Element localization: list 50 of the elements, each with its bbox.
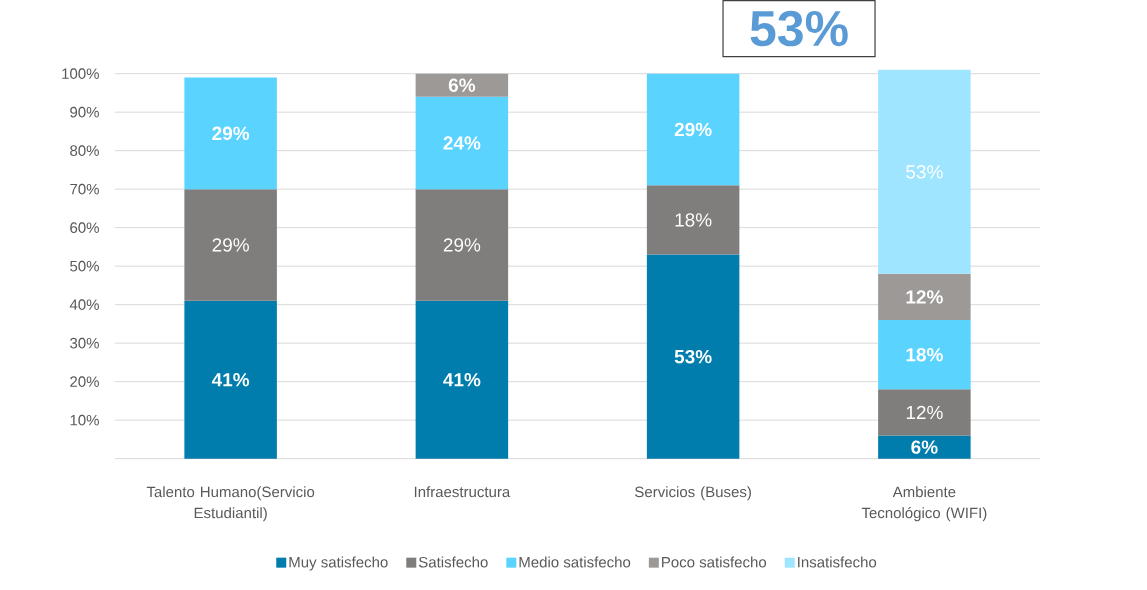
x-tick-label: Talento Humano(Servicio Estudiantil) (146, 486, 315, 522)
y-tick-label: 40% (69, 299, 99, 311)
bar (878, 389, 971, 436)
bar (184, 300, 277, 459)
x-tick-label: Servicios (Buses) (635, 486, 751, 501)
data-label: 12% (906, 290, 943, 304)
data-label: 41% (211, 373, 250, 387)
bar (415, 189, 509, 301)
x-tick-label: Ambiente Tecnológico (WIFI) (861, 486, 987, 522)
data-label: 29% (212, 126, 250, 141)
x-tick-label: Infraestructura (414, 486, 511, 498)
y-tick-label: 90% (70, 107, 99, 118)
data-label: 29% (674, 122, 712, 137)
data-label: 29% (443, 238, 481, 252)
legend-label: Poco satisfecho (662, 556, 767, 568)
legend-label: Medio satisfecho (519, 556, 631, 568)
y-tick-label: 100% (62, 68, 99, 80)
bar (878, 320, 971, 390)
y-tick-label: 50% (70, 261, 99, 272)
y-tick-label: 30% (70, 338, 99, 349)
data-label: 53% (906, 165, 943, 179)
bar (184, 77, 277, 190)
bar (415, 96, 509, 190)
bar (646, 73, 740, 186)
data-label: 41% (443, 373, 481, 387)
bar (415, 73, 509, 97)
bar (878, 435, 971, 459)
y-tick-label: 20% (70, 376, 99, 388)
data-label: 53% (674, 350, 712, 364)
data-label: 18% (906, 348, 943, 362)
data-label: 12% (906, 405, 943, 420)
y-tick-label: 80% (70, 145, 99, 157)
legend-label: Insatisfecho (798, 556, 877, 568)
legend-label: Muy satisfecho (289, 556, 388, 571)
legend-label: Satisfecho (418, 556, 488, 568)
bar (415, 300, 509, 459)
data-label: 24% (443, 136, 481, 150)
bar (646, 254, 740, 459)
bar (646, 185, 740, 255)
y-tick-label: 10% (70, 415, 99, 426)
data-label: 18% (675, 213, 712, 227)
data-label: 6% (448, 78, 476, 93)
y-tick-label: 60% (70, 222, 99, 234)
bar (878, 274, 971, 321)
data-label: 6% (911, 440, 938, 455)
bar (184, 189, 277, 301)
data-label: 29% (212, 238, 249, 252)
y-tick-label: 70% (70, 184, 99, 195)
text: 53% (750, 11, 848, 47)
bar (878, 69, 971, 275)
